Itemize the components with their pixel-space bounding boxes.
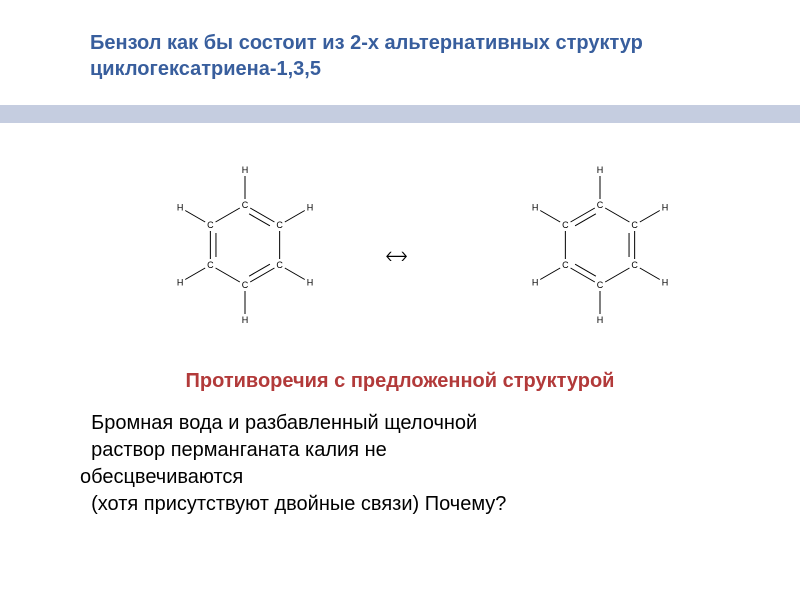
svg-text:H: H bbox=[307, 278, 314, 288]
svg-text:C: C bbox=[597, 200, 604, 210]
svg-text:C: C bbox=[207, 220, 214, 230]
svg-text:C: C bbox=[631, 220, 638, 230]
svg-text:C: C bbox=[562, 220, 569, 230]
svg-text:C: C bbox=[276, 260, 283, 270]
body-line-2: раствор перманганата калия не bbox=[80, 437, 740, 464]
molecule-left: C H C H C H C H C H C H bbox=[155, 150, 335, 345]
svg-text:H: H bbox=[662, 203, 669, 213]
body-text: Бромная вода и разбавленный щелочной рас… bbox=[80, 410, 740, 518]
svg-text:C: C bbox=[207, 260, 214, 270]
svg-text:H: H bbox=[597, 315, 604, 325]
svg-text:H: H bbox=[177, 203, 184, 213]
resonance-arrow-icon: 🡘 bbox=[385, 240, 408, 278]
svg-text:H: H bbox=[597, 165, 604, 175]
molecule-right: C H C H C H C H C H C H bbox=[510, 150, 690, 345]
svg-text:C: C bbox=[631, 260, 638, 270]
body-line-1: Бромная вода и разбавленный щелочной bbox=[80, 410, 740, 437]
svg-text:H: H bbox=[532, 278, 539, 288]
svg-text:C: C bbox=[597, 280, 604, 290]
divider-bar bbox=[0, 105, 800, 123]
svg-text:C: C bbox=[242, 200, 249, 210]
svg-text:H: H bbox=[242, 315, 249, 325]
body-line-3: обесцвечиваются bbox=[80, 464, 740, 491]
svg-text:H: H bbox=[177, 278, 184, 288]
slide-title: Бензол как бы состоит из 2-х альтернатив… bbox=[90, 30, 740, 82]
svg-text:H: H bbox=[307, 203, 314, 213]
contradiction-heading: Противоречия с предложенной структурой bbox=[0, 370, 800, 393]
svg-text:H: H bbox=[532, 203, 539, 213]
svg-text:C: C bbox=[562, 260, 569, 270]
svg-text:H: H bbox=[242, 165, 249, 175]
body-line-4: (хотя присутствуют двойные связи) Почему… bbox=[80, 491, 740, 518]
molecules-area: C H C H C H C H C H C H 🡘 C H C H C H C H C H C H bbox=[0, 140, 800, 360]
svg-text:H: H bbox=[662, 278, 669, 288]
svg-text:C: C bbox=[276, 220, 283, 230]
svg-text:C: C bbox=[242, 280, 249, 290]
